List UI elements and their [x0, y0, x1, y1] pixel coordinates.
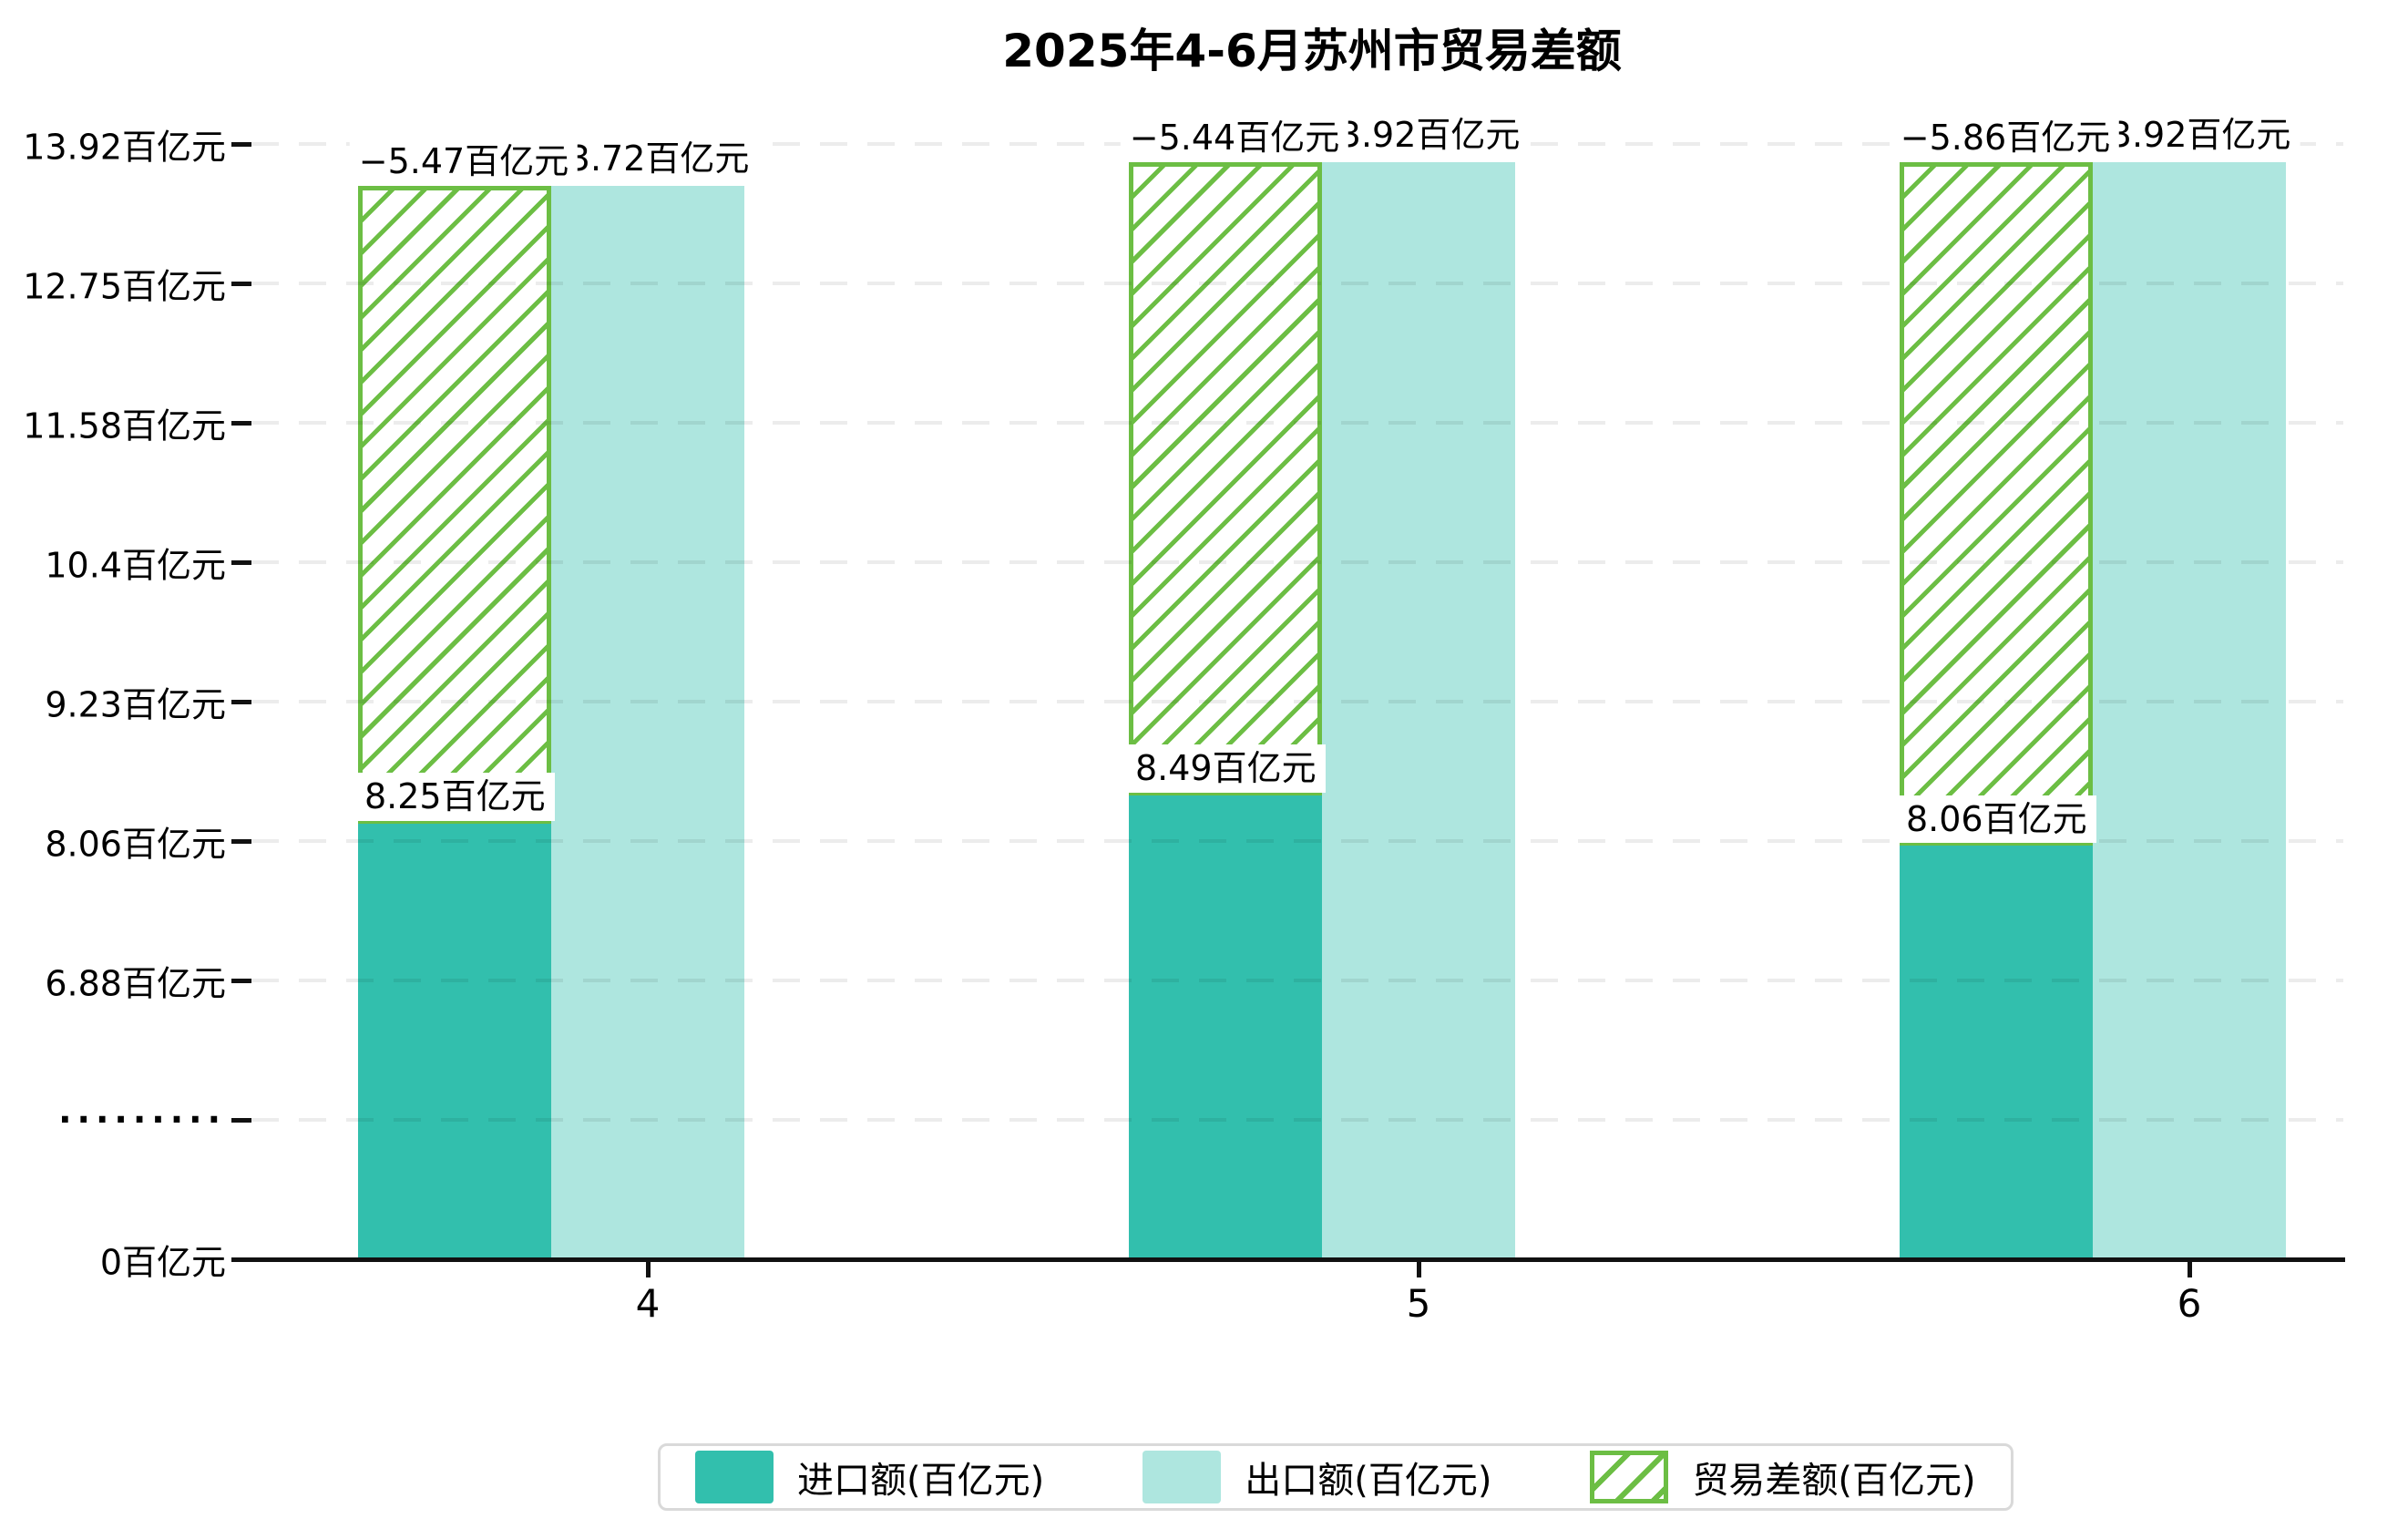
x-axis-tick-mark — [2188, 1262, 2192, 1277]
y-axis-tick-label: 12.75百亿元 — [23, 266, 226, 307]
legend-label-trade-balance: 贸易差额(百亿元) — [1692, 1460, 1976, 1502]
export-bar — [2093, 161, 2286, 1259]
y-axis-tick-label: 8.06百亿元 — [45, 824, 226, 865]
export-value-label: 13.72百亿元 — [537, 134, 759, 183]
trade-balance-bar — [1129, 161, 1322, 796]
gridline — [251, 700, 2343, 703]
trade-balance-value-label: −5.86百亿元 — [1891, 114, 2120, 162]
y-axis-tick-label: 11.58百亿元 — [23, 405, 226, 446]
y-axis-tick-label: 0百亿元 — [99, 1242, 226, 1283]
import-value-label: 8.25百亿元 — [355, 773, 555, 822]
y-axis-tick-mark — [231, 839, 251, 844]
y-axis-tick-label: 13.92百亿元 — [23, 127, 226, 168]
y-axis-tick-label: 9.23百亿元 — [45, 684, 226, 725]
y-axis-tick-mark — [231, 1118, 251, 1123]
import-bar — [1900, 846, 2093, 1259]
trade-balance-bar — [1900, 161, 2093, 846]
export-swatch-icon — [1143, 1451, 1222, 1503]
x-axis-tick-label: 5 — [1406, 1281, 1431, 1326]
import-value-label: 8.06百亿元 — [1897, 795, 2096, 844]
legend-label-export: 出口额(百亿元) — [1245, 1460, 1492, 1502]
import-bar — [1129, 795, 1322, 1259]
trade-balance-swatch-icon — [1590, 1451, 1669, 1503]
legend-item-export[interactable]: 出口额(百亿元) — [1143, 1451, 1491, 1503]
legend-item-trade-balance[interactable]: 贸易差额(百亿元) — [1590, 1451, 1976, 1503]
gridline — [251, 1118, 2343, 1122]
chart-title: 2025年4-6月苏州市贸易差额 — [1002, 25, 1622, 77]
x-axis-tick-label: 4 — [635, 1281, 661, 1326]
y-axis-tick-mark — [231, 979, 251, 983]
y-axis-tick-mark — [231, 700, 251, 704]
import-bar — [358, 824, 551, 1259]
y-axis-tick-mark — [231, 282, 251, 286]
import-swatch-icon — [695, 1451, 774, 1503]
export-bar — [551, 185, 744, 1259]
y-axis-tick-mark — [231, 142, 251, 147]
x-axis-tick-label: 6 — [2177, 1281, 2202, 1326]
trade-balance-bar — [358, 185, 551, 824]
legend-item-import[interactable]: 进口额(百亿元) — [695, 1451, 1044, 1503]
gridline — [251, 979, 2343, 982]
trade-balance-value-label: −5.47百亿元 — [349, 137, 579, 186]
x-axis-tick-mark — [1417, 1262, 1421, 1277]
gridline — [251, 282, 2343, 285]
trade-balance-value-label: −5.44百亿元 — [1120, 114, 1349, 162]
y-axis-tick-mark — [231, 421, 251, 426]
gridline — [251, 560, 2343, 564]
legend-label-import: 进口额(百亿元) — [797, 1460, 1045, 1502]
legend: 进口额(百亿元) 出口额(百亿元) 贸易差额(百亿元) — [658, 1443, 2013, 1511]
y-axis-tick-label: ......... — [58, 1091, 226, 1131]
y-axis-tick-mark — [231, 560, 251, 565]
y-axis-tick-label: 6.88百亿元 — [45, 963, 226, 1004]
import-value-label: 8.49百亿元 — [1126, 744, 1326, 794]
export-bar — [1322, 161, 1515, 1259]
gridline — [251, 839, 2343, 843]
x-axis-line — [231, 1257, 2345, 1262]
gridline — [251, 421, 2343, 425]
x-axis-tick-mark — [646, 1262, 651, 1277]
y-axis-tick-label: 10.4百亿元 — [45, 545, 226, 586]
